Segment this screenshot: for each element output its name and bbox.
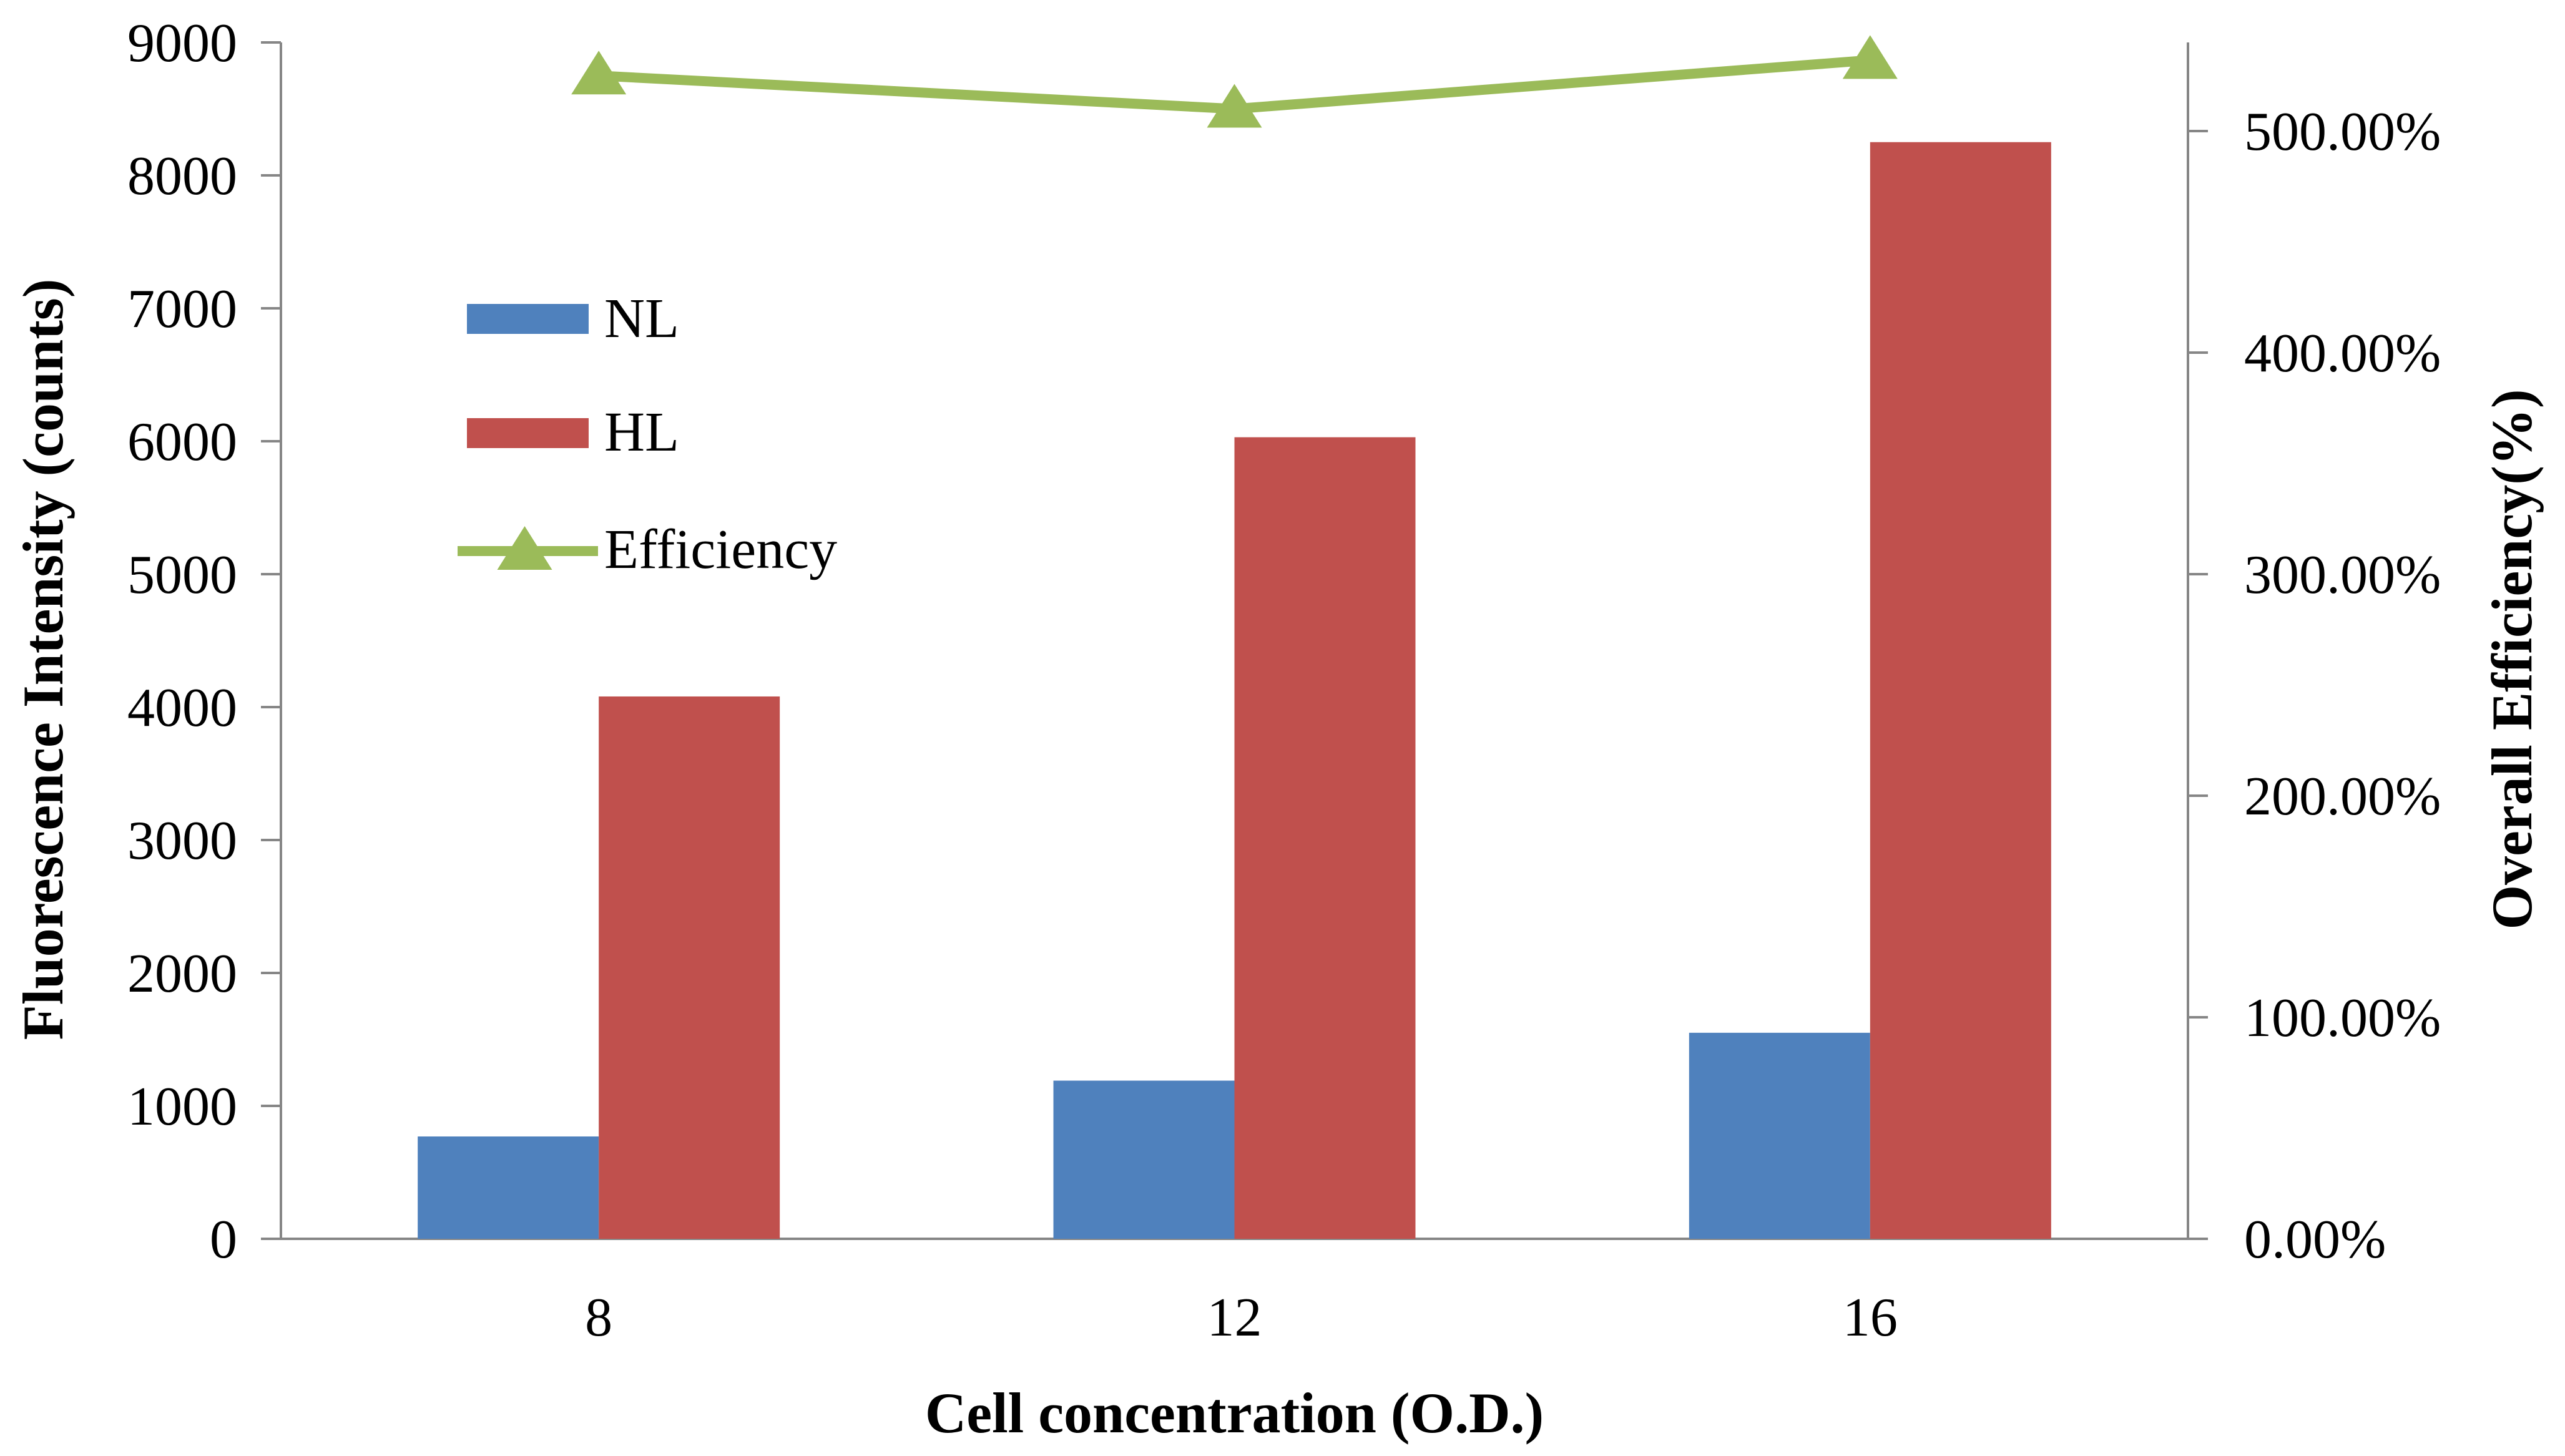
efficiency-marker — [1207, 84, 1262, 128]
efficiency-marker — [1842, 35, 1898, 79]
y-tick-label: 4000 — [127, 678, 237, 738]
y-tick-label: 9000 — [127, 13, 237, 74]
y-tick-label: 8000 — [127, 146, 237, 207]
x-tick-label: 8 — [585, 1287, 612, 1348]
y-tick-label: 7000 — [127, 279, 237, 340]
y-tick-label: 1000 — [127, 1077, 237, 1137]
efficiency-series — [571, 35, 1898, 128]
bar-hl — [1870, 142, 2051, 1239]
bar-nl — [1053, 1080, 1235, 1239]
legend-label-nl: NL — [604, 288, 679, 349]
legend-swatch-nl — [467, 304, 589, 334]
y2-tick-label: 0.00% — [2244, 1209, 2386, 1270]
bar-hl — [1234, 437, 1416, 1239]
y2-axis-title: Overall Efficiency(%) — [2480, 389, 2544, 929]
x-tick-label: 12 — [1207, 1287, 1262, 1348]
y2-tick-label: 500.00% — [2244, 102, 2441, 162]
y-tick-label: 6000 — [127, 412, 237, 472]
y2-tick-label: 200.00% — [2244, 766, 2441, 827]
legend-label-efficiency: Efficiency — [604, 519, 837, 580]
legend-swatch-hl — [467, 418, 589, 448]
tick-labels: 0 1000 2000 3000 4000 5000 6000 7000 8000 9000 0.0… — [127, 13, 2441, 1348]
x-tick-label: 16 — [1843, 1287, 1898, 1348]
bar-hl — [599, 696, 780, 1239]
y2-tick-label: 300.00% — [2244, 545, 2441, 605]
legend-label-hl: HL — [604, 401, 679, 463]
y2-tick-label: 400.00% — [2244, 323, 2441, 384]
y-tick-label: 0 — [210, 1209, 237, 1270]
bar-nl — [1689, 1032, 1870, 1239]
y-tick-label: 5000 — [127, 545, 237, 605]
y-tick-label: 2000 — [127, 944, 237, 1004]
x-axis-title: Cell concentration (O.D.) — [925, 1381, 1544, 1445]
legend-marker-efficiency — [497, 526, 552, 570]
y-axis-title: Fluorescence Intensity (counts) — [11, 279, 75, 1040]
bars — [418, 142, 2051, 1239]
y2-tick-label: 100.00% — [2244, 988, 2441, 1048]
legend: NL HL Efficiency — [458, 288, 837, 580]
efficiency-marker — [571, 51, 627, 95]
bar-nl — [418, 1136, 599, 1239]
y-tick-label: 3000 — [127, 811, 237, 871]
